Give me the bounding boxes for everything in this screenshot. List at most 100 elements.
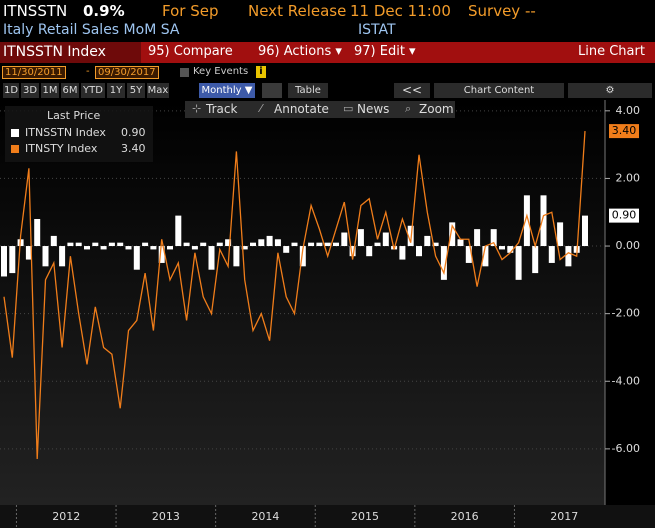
- bar: [25, 246, 32, 260]
- plot-area: [0, 100, 605, 505]
- chart: 4.00 2.00 0.00 -2.00 -4.00 -6.00 2012 2013 2014 2…: [0, 100, 655, 528]
- edit-button[interactable]: 97) Edit ▾: [354, 44, 416, 59]
- bar: [449, 222, 456, 247]
- y-tick-label: 2.00: [616, 171, 641, 184]
- release-time: 11 Dec 11:00: [350, 2, 451, 20]
- bar: [200, 242, 207, 247]
- date-dash: -: [86, 66, 90, 77]
- bar: [100, 246, 107, 250]
- bar: [548, 246, 555, 263]
- bar: [42, 246, 49, 267]
- bar: [250, 242, 256, 247]
- bar: [416, 246, 422, 257]
- survey: Survey --: [468, 2, 536, 20]
- bar: [191, 246, 198, 250]
- chart-icon[interactable]: [262, 83, 282, 98]
- compare-button[interactable]: 95) Compare: [148, 44, 233, 59]
- bar: [582, 215, 588, 247]
- bar: [175, 215, 182, 247]
- bar: [357, 229, 364, 247]
- y-tick-label: -4.00: [612, 374, 640, 387]
- last-value-tag: [609, 124, 639, 139]
- bar: [474, 229, 481, 247]
- bar: [125, 246, 132, 250]
- bar: [167, 246, 173, 250]
- bar: [432, 242, 439, 247]
- bar: [341, 232, 348, 247]
- period-button[interactable]: 6M: [61, 83, 79, 98]
- x-axis-band: [0, 505, 655, 528]
- settings-button[interactable]: ⚙: [568, 83, 652, 98]
- bar: [59, 246, 66, 267]
- bar: [374, 242, 381, 247]
- bar: [382, 232, 389, 247]
- bar: [75, 242, 82, 247]
- period-button[interactable]: Max: [147, 83, 169, 98]
- tool-icon: ⁄: [260, 102, 262, 115]
- x-tick-label: 2016: [451, 510, 479, 523]
- bar: [523, 195, 530, 247]
- period-button[interactable]: 3D: [21, 83, 39, 98]
- period-button[interactable]: 1M: [41, 83, 59, 98]
- legend-value: 3.40: [121, 142, 146, 155]
- release-label: Next Release: [248, 2, 347, 20]
- tool-icon: ▭: [343, 102, 354, 115]
- bar: [50, 235, 57, 247]
- legend-swatch: [11, 129, 19, 137]
- bar: [316, 242, 323, 247]
- bar: [308, 242, 315, 247]
- tool-button[interactable]: Zoom: [419, 102, 454, 116]
- bar: [440, 246, 447, 280]
- y-tick-label: -2.00: [612, 307, 640, 320]
- bar: [465, 246, 472, 263]
- last-value-label: 3.40: [612, 124, 637, 137]
- bar: [150, 246, 157, 250]
- bar: [324, 242, 331, 247]
- line: [3, 131, 586, 460]
- x-tick-label: 2015: [351, 510, 379, 523]
- bar: [399, 246, 406, 260]
- collapse-button[interactable]: <<: [394, 83, 430, 98]
- period-button[interactable]: 1D: [3, 83, 19, 98]
- period: For Sep: [162, 2, 219, 20]
- frequency-button[interactable]: Monthly ▼: [199, 83, 255, 98]
- y-tick-label: 0.00: [616, 239, 641, 252]
- bar: [241, 246, 248, 250]
- bar: [283, 246, 290, 253]
- bar: [67, 242, 74, 247]
- bar: [34, 218, 41, 247]
- legend-label: ITNSSTN Index: [25, 126, 106, 139]
- x-tick-label: 2012: [52, 510, 80, 523]
- period-button[interactable]: 5Y: [127, 83, 145, 98]
- end-date[interactable]: 09/30/2017: [95, 66, 159, 79]
- tool-icon: ⌕: [405, 102, 412, 115]
- start-date[interactable]: 11/30/2011: [2, 66, 66, 79]
- bar: [158, 246, 165, 263]
- bar: [507, 246, 514, 253]
- bar: [233, 246, 240, 267]
- tool-button[interactable]: Annotate: [274, 102, 329, 116]
- legend-title: Last Price: [47, 109, 101, 122]
- checkbox[interactable]: [180, 68, 189, 77]
- security[interactable]: ITNSSTN Index: [0, 42, 141, 63]
- period-button[interactable]: 1Y: [107, 83, 125, 98]
- table-button[interactable]: Table: [288, 83, 328, 98]
- bar: [333, 242, 339, 247]
- tool-button[interactable]: News: [357, 102, 390, 116]
- chart-content-button[interactable]: Chart Content: [434, 83, 564, 98]
- info-icon[interactable]: i: [256, 66, 266, 78]
- bar: [515, 246, 522, 280]
- actions-button[interactable]: 96) Actions ▾: [258, 44, 342, 59]
- legend-swatch: [11, 145, 19, 153]
- view-label: Line Chart: [578, 44, 645, 59]
- bar: [499, 246, 505, 250]
- period-button[interactable]: YTD: [81, 83, 105, 98]
- legend-label: ITNSTY Index: [25, 142, 98, 155]
- x-tick-label: 2017: [550, 510, 578, 523]
- bar: [266, 235, 273, 247]
- bar: [225, 239, 232, 247]
- y-tick-label: -6.00: [612, 442, 640, 455]
- tool-button[interactable]: Track: [206, 102, 238, 116]
- bar: [490, 229, 497, 247]
